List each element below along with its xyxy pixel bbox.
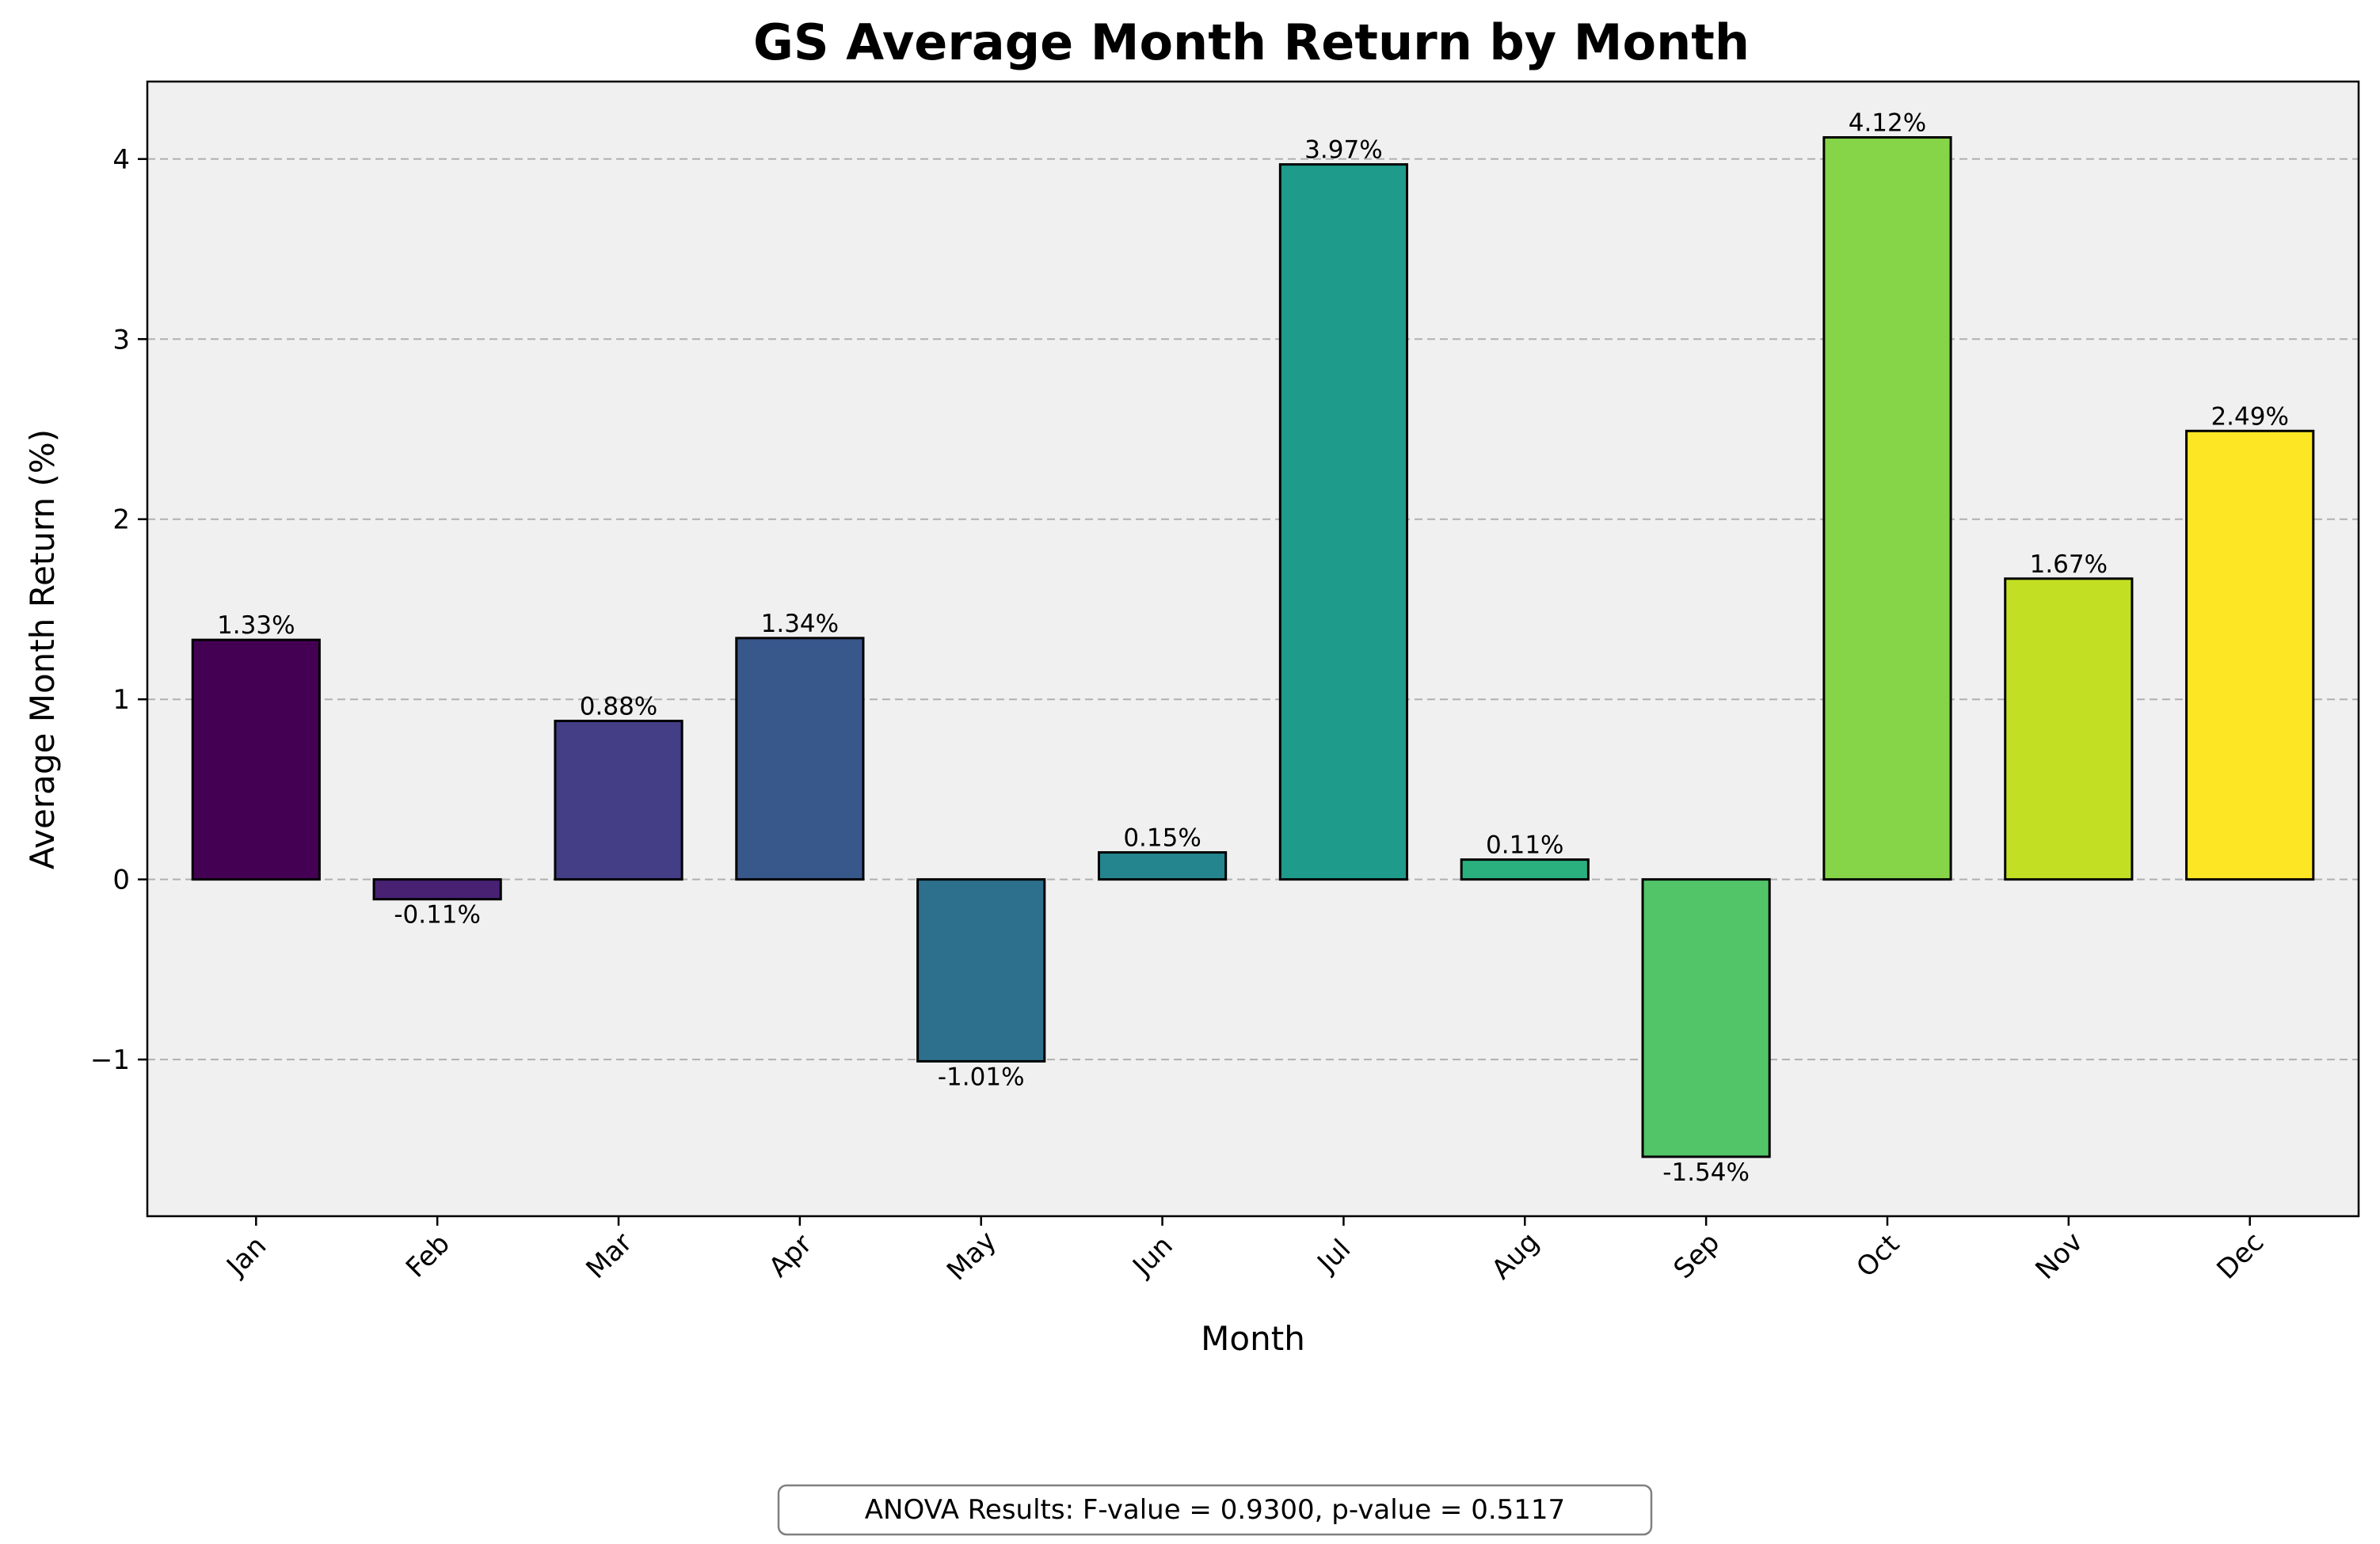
- y-tick-label: 0: [112, 865, 130, 896]
- bar-value-label: 0.88%: [580, 692, 657, 721]
- bar-value-label: 1.34%: [761, 610, 839, 638]
- bar-aug: [1460, 858, 1590, 881]
- bar-value-label: -1.01%: [938, 1063, 1025, 1091]
- x-tick-label: Nov: [2029, 1226, 2089, 1286]
- x-tick-label: Sep: [1668, 1226, 1727, 1285]
- x-tick-label: Oct: [1850, 1228, 1906, 1283]
- bar-may: [916, 878, 1046, 1063]
- bar-jul: [1278, 163, 1409, 881]
- bar-value-label: 1.67%: [2030, 550, 2108, 579]
- anova-box-frame: [777, 1484, 1653, 1536]
- bar-value-label: -1.54%: [1662, 1158, 1750, 1187]
- bar-sep: [1641, 878, 1771, 1158]
- bar-feb: [372, 878, 502, 901]
- x-axis-label: Month: [1201, 1319, 1305, 1358]
- grid-lines: [147, 158, 2359, 1061]
- bar-jun: [1097, 851, 1228, 881]
- anova-results-text: ANOVA Results: F-value = 0.9300, p-value…: [865, 1494, 1565, 1526]
- bar-apr: [735, 637, 865, 881]
- bar-value-label: 1.33%: [217, 611, 295, 640]
- x-tick-label: Aug: [1486, 1226, 1545, 1286]
- bar-value-label: 3.97%: [1304, 136, 1382, 165]
- bar-value-label: 4.12%: [1849, 109, 1926, 138]
- y-tick-label: −1: [90, 1044, 130, 1076]
- x-tick-label: Jan: [219, 1230, 272, 1283]
- bar-value-label: 0.15%: [1123, 824, 1201, 853]
- y-tick-label: 1: [112, 684, 130, 716]
- x-tick-label: Dec: [2211, 1226, 2271, 1286]
- bar-value-label: 2.49%: [2211, 402, 2288, 431]
- x-tick-label: Jul: [1311, 1234, 1358, 1280]
- x-tick-label: Feb: [400, 1228, 456, 1284]
- bar-nov: [2004, 577, 2134, 881]
- bar-labels: 1.33% -0.11% 0.88% 1.34% -1.01% 0.15% 3.97% 0.1…: [217, 109, 2289, 1187]
- x-tick-label: May: [941, 1225, 1003, 1287]
- x-tick-label: Mar: [580, 1226, 638, 1285]
- bar-jan: [191, 638, 321, 881]
- chart-title: GS Average Month Return by Month: [753, 13, 1750, 71]
- y-tick-label: 3: [112, 324, 130, 356]
- x-axis-ticks: Jan Feb Mar Apr May Jun Jul Aug Sep Oct Nov Dec: [219, 1216, 2270, 1287]
- x-tick-label: Jun: [1125, 1230, 1179, 1283]
- bar-dec: [2185, 429, 2315, 881]
- y-axis-label: Average Month Return (%): [23, 429, 62, 869]
- y-tick-label: 4: [112, 144, 130, 176]
- bar-oct: [1822, 136, 1952, 881]
- anova-results-box: ANOVA Results: F-value = 0.9300, p-value…: [777, 1484, 1653, 1536]
- bar-value-label: 0.11%: [1486, 831, 1563, 860]
- x-tick-label: Apr: [763, 1228, 818, 1283]
- bar-value-label: -0.11%: [394, 901, 481, 930]
- plot-area: [147, 82, 2359, 1216]
- bars: [191, 136, 2315, 1158]
- plot-frame: [146, 80, 2360, 1218]
- y-tick-label: 2: [112, 504, 130, 536]
- bar-mar: [554, 719, 684, 881]
- y-axis-ticks: −1 0 1 2 3 4: [90, 144, 147, 1076]
